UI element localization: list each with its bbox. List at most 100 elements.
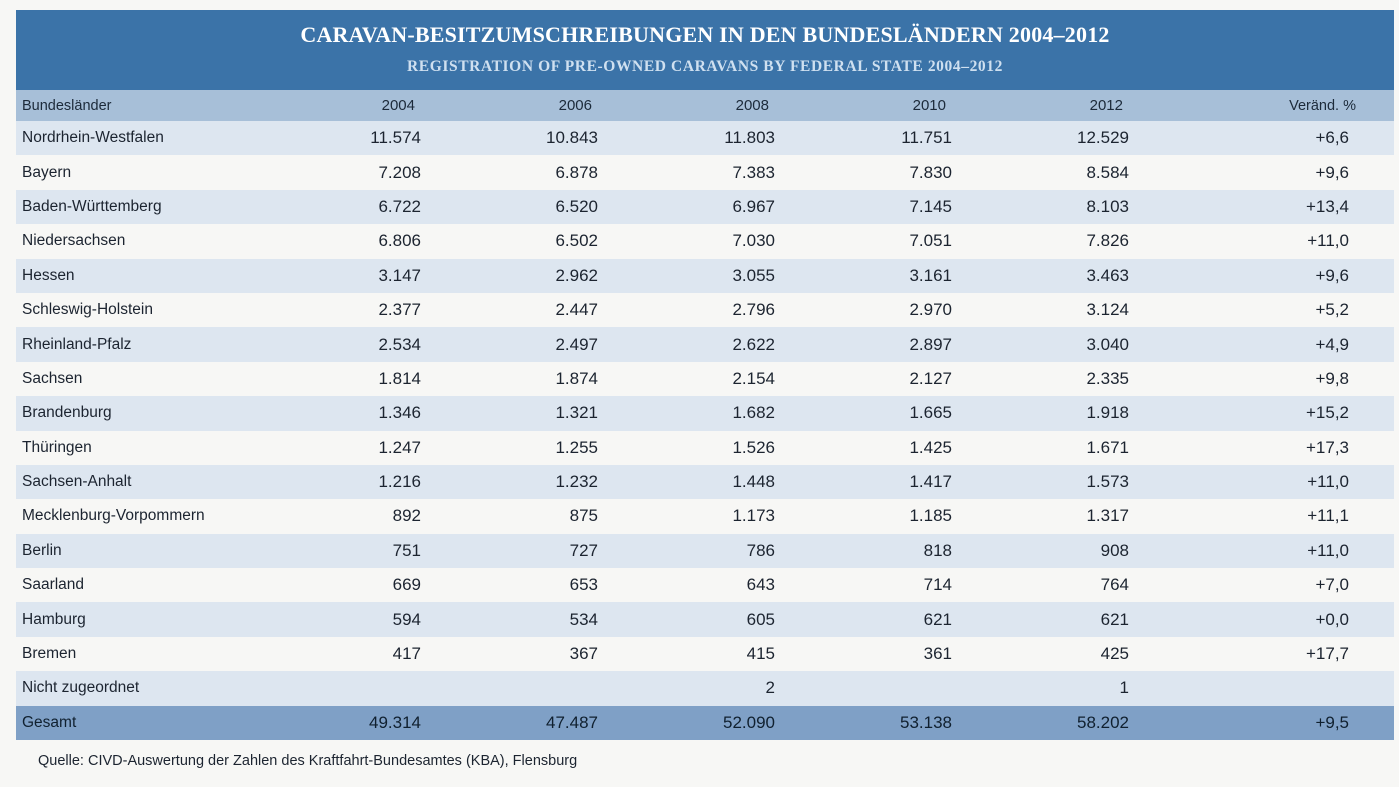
cell-2010: 1.417: [909, 472, 952, 492]
cell-2006: 10.843: [546, 128, 598, 148]
cell-change: +9,8: [1315, 368, 1349, 388]
table-title: CARAVAN-BESITZUMSCHREIBUNGEN IN DEN BUND…: [300, 22, 1110, 47]
cell-2004: 7.208: [378, 162, 421, 182]
cell-2010: 7.145: [909, 196, 952, 216]
cell-2008: 2: [765, 678, 775, 698]
table-row: Sachsen 1.814 1.874 2.154 2.127 2.335 +9,8: [16, 362, 1394, 396]
cell-2008: 7.383: [732, 162, 775, 182]
table-row: Saarland 669 653 643 714 764 +7,0: [16, 568, 1394, 602]
cell-2006: 1.232: [555, 472, 598, 492]
table-row: Mecklenburg-Vorpommern 892 875 1.173 1.185 1.…: [16, 499, 1394, 533]
cell-2006: 875: [569, 506, 598, 526]
cell-2006: 2.962: [555, 265, 598, 285]
cell-2004: 6.806: [378, 231, 421, 251]
total-2012: 58.202: [1077, 712, 1129, 732]
cell-2006: 653: [569, 575, 598, 595]
cell-2008: 3.055: [732, 265, 775, 285]
table-row: Schleswig-Holstein 2.377 2.447 2.796 2.970 3.…: [16, 293, 1394, 327]
table-subtitle: REGISTRATION OF PRE-OWNED CARAVANS BY FE…: [407, 58, 1003, 75]
cell-2010: 7.830: [909, 162, 952, 182]
cell-state: Nicht zugeordnet: [22, 679, 140, 697]
column-header-change: Veränd. %: [1289, 97, 1356, 114]
cell-2010: 3.161: [909, 265, 952, 285]
cell-change: +15,2: [1305, 403, 1349, 423]
cell-state: Hamburg: [22, 610, 86, 628]
cell-2006: 1.874: [555, 368, 598, 388]
table-row: Baden-Württemberg 6.722 6.520 6.967 7.145 8.1…: [16, 189, 1394, 225]
total-change: +9,5: [1315, 712, 1349, 732]
cell-2012: 908: [1100, 540, 1129, 560]
cell-2012: 3.124: [1086, 300, 1129, 320]
total-2010: 53.138: [900, 712, 952, 732]
cell-2012: 7.826: [1086, 231, 1129, 251]
cell-state: Rheinland-Pfalz: [22, 335, 132, 353]
cell-state: Nordrhein-Westfalen: [22, 129, 164, 147]
cell-2008: 415: [746, 644, 775, 664]
cell-2010: 2.127: [909, 368, 952, 388]
cell-2004: 11.574: [370, 128, 421, 148]
cell-2006: 6.502: [555, 231, 598, 251]
cell-2012: 1.573: [1086, 472, 1129, 492]
table-row: Thüringen 1.247 1.255 1.526 1.425 1.671 +17,3: [16, 431, 1394, 465]
column-header-2008: 2008: [735, 97, 769, 114]
cell-2008: 2.154: [732, 368, 775, 388]
column-header-state: Bundesländer: [22, 97, 112, 114]
cell-state: Mecklenburg-Vorpommern: [22, 507, 205, 525]
table-row: Hamburg 594 534 605 621 621 +0,0: [16, 602, 1394, 637]
table-row: Brandenburg 1.346 1.321 1.682 1.665 1.918 +15,…: [16, 396, 1394, 431]
cell-state: Saarland: [22, 576, 85, 594]
cell-2006: 2.447: [555, 300, 598, 320]
cell-change: +9,6: [1315, 162, 1349, 182]
cell-2012: 1.317: [1086, 506, 1129, 526]
cell-2006: 534: [569, 609, 598, 629]
cell-2004: [246, 671, 423, 705]
cell-2012: 1: [1119, 678, 1129, 698]
table-row: Berlin 751 727 786 818 908 +11,0: [16, 533, 1394, 569]
cell-2012: 764: [1100, 575, 1129, 595]
total-label: Gesamt: [22, 713, 77, 731]
cell-2004: 2.534: [378, 334, 421, 354]
cell-2010: [777, 671, 954, 705]
total-row: Gesamt 49.314 47.487 52.090 53.138 58.20…: [16, 705, 1394, 740]
cell-2010: 818: [923, 540, 952, 560]
cell-2006: 6.878: [555, 162, 598, 182]
cell-2010: 7.051: [909, 231, 952, 251]
cell-2012: 1.671: [1086, 437, 1129, 457]
cell-change: +6,6: [1315, 128, 1349, 148]
table-row: Nicht zugeordnet 2 1: [16, 671, 1394, 706]
cell-2008: 2.796: [732, 300, 775, 320]
registration-table: Bundesländer 2004 2006 2008 2010 2012 Ve…: [16, 90, 1394, 740]
table-footer: Gesamt 49.314 47.487 52.090 53.138 58.20…: [16, 705, 1394, 740]
cell-state: Bremen: [22, 645, 77, 663]
cell-2010: 714: [923, 575, 952, 595]
cell-2004: 751: [392, 540, 421, 560]
cell-2008: 1.448: [732, 472, 775, 492]
table-body: Nordrhein-Westfalen 11.574 10.843 11.803 1 1.…: [16, 121, 1394, 706]
cell-2008: 1.526: [732, 437, 775, 457]
total-2008: 52.090: [723, 712, 775, 732]
cell-change: +13,4: [1305, 196, 1349, 216]
cell-2010: 621: [923, 609, 952, 629]
cell-2012: 621: [1100, 609, 1129, 629]
cell-change: +4,9: [1315, 334, 1349, 354]
cell-2012: 2.335: [1086, 368, 1129, 388]
cell-2010: 2.897: [909, 334, 952, 354]
cell-state: Niedersachsen: [22, 232, 126, 250]
cell-2008: 7.030: [732, 231, 775, 251]
table-row: Rheinland-Pfalz 2.534 2.497 2.622 2.897 3.040…: [16, 327, 1394, 362]
cell-2004: 2.377: [378, 300, 421, 320]
source-note: Quelle: CIVD-Auswertung der Zahlen des K…: [38, 753, 578, 769]
table-row: Nordrhein-Westfalen 11.574 10.843 11.803 11.…: [16, 121, 1394, 156]
cell-2010: 1.185: [909, 506, 952, 526]
cell-2004: 417: [392, 644, 421, 664]
cell-state: Baden-Württemberg: [22, 197, 162, 215]
cell-2008: 11.803: [724, 128, 775, 148]
cell-2004: 892: [392, 506, 421, 526]
cell-change: +5,2: [1315, 300, 1349, 320]
cell-2004: 1.216: [378, 472, 421, 492]
cell-change: +11,1: [1307, 506, 1349, 526]
cell-2010: 361: [923, 644, 952, 664]
cell-2006: 727: [569, 540, 598, 560]
cell-2004: 6.722: [378, 196, 421, 216]
table-row: Niedersachsen 6.806 6.502 7.030 7.051 7.826 +1…: [16, 224, 1394, 258]
